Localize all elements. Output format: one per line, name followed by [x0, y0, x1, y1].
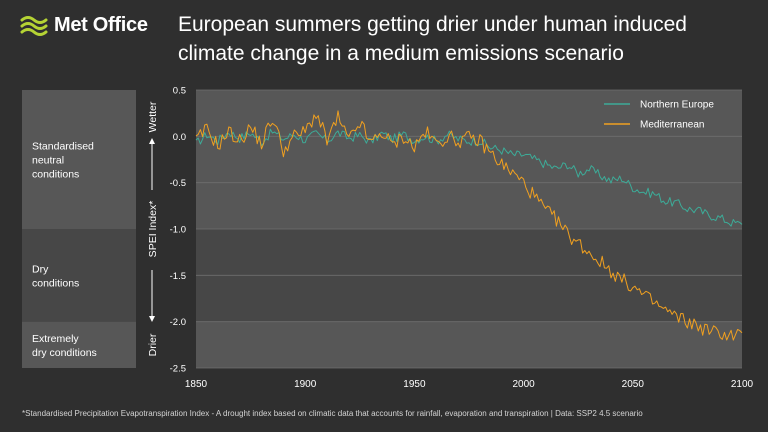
band-label-line: Standardised	[32, 141, 94, 153]
wetter-indicator: Wetter	[147, 101, 159, 132]
drier-indicator: Drier	[147, 333, 159, 356]
up-arrow-icon	[149, 138, 155, 144]
y-tick-label: 0.5	[173, 86, 186, 97]
x-tick-label: 1850	[185, 379, 208, 390]
brand-name: Met Office	[54, 14, 148, 36]
legend-entry: Mediterranean	[640, 120, 704, 131]
x-tick-label: 2000	[512, 379, 535, 390]
y-tick-label: -2.0	[170, 317, 186, 328]
band-plot-area	[196, 90, 742, 229]
band-label-panel	[22, 229, 136, 322]
band-label: Standardised neutral conditions	[32, 141, 94, 181]
band-plot-area	[196, 321, 742, 368]
band-label-panel	[22, 90, 136, 229]
band-label-line: dry conditions	[32, 347, 97, 359]
y-tick-label: -2.5	[170, 364, 186, 375]
y-tick-label: -0.5	[170, 178, 186, 189]
down-arrow-icon	[149, 316, 155, 322]
y-tick-label: -1.0	[170, 225, 186, 236]
band-label-panel	[22, 321, 136, 368]
band-label-line: conditions	[32, 277, 79, 289]
band-label-line: Dry	[32, 263, 49, 275]
y-tick-label: -1.5	[170, 271, 186, 282]
band-label: Extremely dry conditions	[32, 333, 97, 359]
x-tick-label: 2050	[622, 379, 645, 390]
y-axis-label: SPEI Index*	[147, 201, 159, 258]
spei-line-chart: Standardised neutral conditions Dry conditio…	[22, 86, 754, 390]
met-office-waves-icon	[20, 15, 48, 36]
met-office-logo: Met Office	[20, 14, 148, 37]
footnote: *Standardised Precipitation Evapotranspi…	[22, 409, 643, 418]
band-label-line: neutral	[32, 155, 64, 167]
band-label: Dry conditions	[32, 263, 79, 289]
x-tick-label: 1900	[294, 379, 317, 390]
y-tick-label: 0.0	[173, 132, 186, 143]
x-tick-label: 1950	[403, 379, 426, 390]
series-line-northern-europe	[195, 128, 743, 227]
band-label-line: Extremely	[32, 333, 79, 345]
legend-entry: Northern Europe	[640, 100, 714, 111]
series-line-mediterranean	[195, 110, 743, 341]
band-label-line: conditions	[32, 169, 79, 181]
chart-title: European summers getting drier under hum…	[178, 13, 687, 65]
x-tick-label: 2100	[731, 379, 754, 390]
